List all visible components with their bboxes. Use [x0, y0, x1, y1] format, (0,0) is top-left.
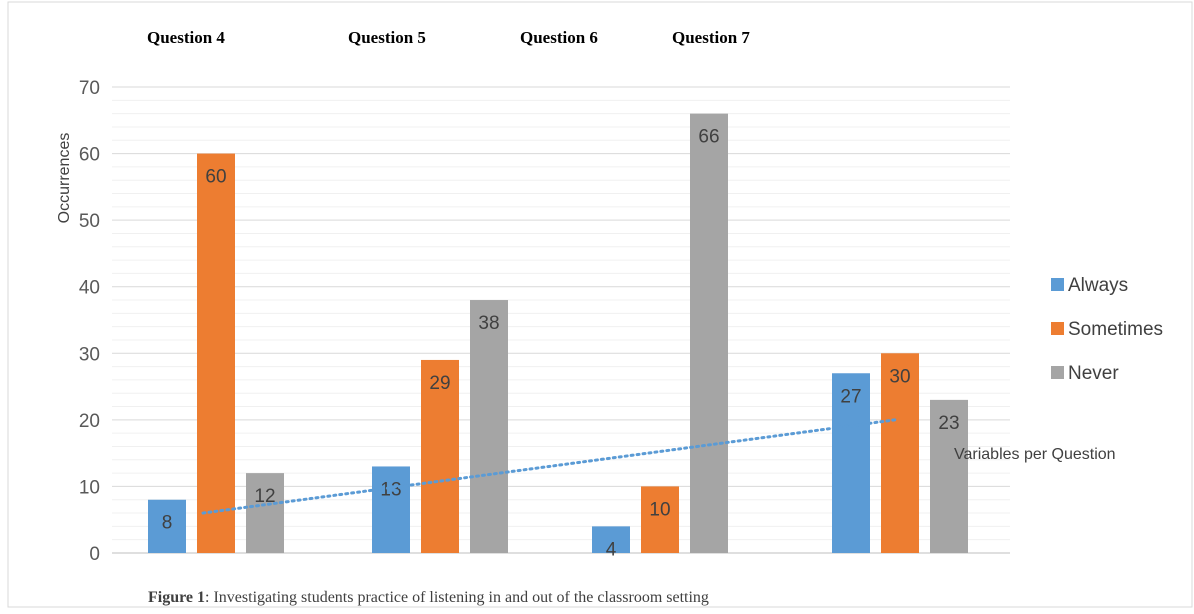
- data-label: 10: [649, 499, 670, 520]
- y-tick-label: 60: [79, 145, 100, 166]
- bar-never: [470, 300, 508, 553]
- bar-sometimes: [881, 353, 919, 553]
- bar-never: [690, 113, 728, 553]
- data-labels: 8 13 4 27 60 29 10 30 12 38 66 23: [162, 127, 960, 561]
- question-label: Question 7: [672, 28, 750, 47]
- question-labels: Question 4 Question 5 Question 6 Question 7: [147, 28, 750, 47]
- data-label: 23: [938, 413, 959, 434]
- data-label: 27: [840, 386, 861, 407]
- bar-sometimes: [641, 486, 679, 553]
- data-label: 12: [254, 486, 275, 507]
- y-tick-label: 20: [79, 411, 100, 432]
- bar-never: [930, 399, 968, 553]
- legend-label-sometimes: Sometimes: [1068, 319, 1163, 340]
- bar-always: [832, 373, 870, 553]
- legend-label-always: Always: [1068, 275, 1128, 296]
- bars: [148, 113, 968, 554]
- y-tick-labels: 0 10 20 30 40 50 60 70: [79, 78, 100, 565]
- bar-always: [592, 526, 630, 553]
- data-label: 38: [478, 313, 499, 334]
- question-label: Question 5: [348, 28, 426, 47]
- data-label: 60: [205, 167, 226, 188]
- bar-sometimes: [197, 153, 235, 554]
- data-label: 29: [429, 373, 450, 394]
- data-label: 8: [162, 513, 173, 534]
- legend: Always Sometimes Never: [1051, 275, 1163, 384]
- legend-label-never: Never: [1068, 363, 1119, 384]
- y-tick-label: 40: [79, 278, 100, 299]
- data-label: 4: [606, 539, 617, 560]
- legend-swatch-never: [1051, 366, 1064, 379]
- figure-caption: Figure 1: Investigating students practic…: [148, 589, 709, 606]
- caption-text: : Investigating students practice of lis…: [205, 589, 709, 606]
- bar-never: [246, 473, 284, 553]
- question-label: Question 6: [520, 28, 598, 47]
- question-label: Question 4: [147, 28, 225, 47]
- y-tick-label: 10: [79, 477, 100, 498]
- trendline: [201, 418, 897, 515]
- bar-always: [372, 466, 410, 553]
- y-tick-label: 30: [79, 344, 100, 365]
- bar-sometimes: [421, 359, 459, 553]
- bar-always: [148, 499, 186, 553]
- y-tick-label: 50: [79, 211, 100, 232]
- legend-swatch-always: [1051, 278, 1064, 291]
- trendline-label: Variables per Question: [954, 446, 1116, 463]
- legend-swatch-sometimes: [1051, 322, 1064, 335]
- data-label: 30: [889, 366, 910, 387]
- y-tick-label: 70: [79, 78, 100, 99]
- caption-prefix: Figure 1: [148, 589, 205, 606]
- data-label: 66: [698, 127, 719, 148]
- y-tick-label: 0: [89, 544, 100, 565]
- data-label: 13: [380, 479, 401, 500]
- y-axis-title: Occurrences: [56, 133, 73, 224]
